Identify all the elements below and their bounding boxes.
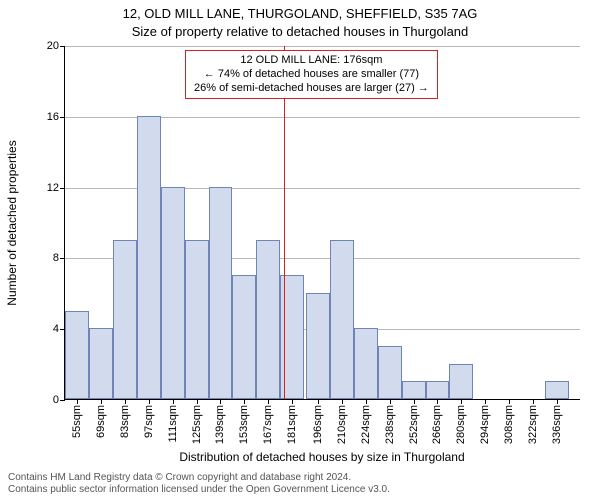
histogram-bar: [89, 328, 113, 399]
y-tick: [60, 188, 65, 189]
histogram-bar: [330, 240, 354, 399]
y-tick-label: 20: [47, 40, 59, 52]
x-tick-label: 153sqm: [238, 405, 250, 444]
y-tick-label: 4: [53, 323, 59, 335]
histogram-bar: [209, 187, 233, 399]
histogram-bar: [354, 328, 378, 399]
x-tick: [292, 399, 293, 404]
x-tick: [101, 399, 102, 404]
x-tick-label: 111sqm: [167, 405, 179, 443]
histogram-bar: [137, 116, 161, 399]
x-tick-label: 280sqm: [455, 405, 467, 444]
annotation-line: ← 74% of detached houses are smaller (77…: [194, 68, 429, 82]
x-tick: [77, 399, 78, 404]
x-tick-label: 294sqm: [479, 405, 491, 444]
y-tick: [60, 117, 65, 118]
x-tick-label: 83sqm: [119, 405, 131, 438]
y-axis-label: Number of detached properties: [5, 140, 19, 305]
annotation-line: 12 OLD MILL LANE: 176sqm: [194, 54, 429, 68]
y-tick-label: 16: [47, 111, 59, 123]
x-tick: [197, 399, 198, 404]
x-tick: [557, 399, 558, 404]
histogram-bar: [161, 187, 185, 399]
y-tick: [60, 258, 65, 259]
histogram-bar: [232, 275, 256, 399]
x-tick-label: 69sqm: [95, 405, 107, 438]
y-tick: [60, 400, 65, 401]
histogram-bar: [256, 240, 280, 399]
histogram-bar: [545, 381, 569, 399]
x-tick-label: 336sqm: [551, 405, 563, 444]
y-tick: [60, 46, 65, 47]
x-tick: [173, 399, 174, 404]
histogram-bar: [185, 240, 209, 399]
footer-line-1: Contains HM Land Registry data © Crown c…: [8, 472, 592, 484]
x-axis-label: Distribution of detached houses by size …: [64, 450, 580, 464]
x-tick: [244, 399, 245, 404]
chart-subtitle: Size of property relative to detached ho…: [0, 24, 600, 39]
x-tick-label: 97sqm: [143, 405, 155, 438]
x-tick: [149, 399, 150, 404]
footer-line-2: Contains public sector information licen…: [8, 484, 592, 496]
x-tick-label: 181sqm: [286, 405, 298, 444]
x-tick-label: 210sqm: [336, 405, 348, 444]
x-tick-label: 55sqm: [71, 405, 83, 438]
x-tick-label: 266sqm: [431, 405, 443, 444]
y-tick-label: 12: [47, 182, 59, 194]
x-tick-label: 224sqm: [360, 405, 372, 444]
x-tick: [318, 399, 319, 404]
x-tick: [366, 399, 367, 404]
histogram-bar: [65, 311, 89, 400]
x-tick-label: 238sqm: [384, 405, 396, 444]
x-tick: [342, 399, 343, 404]
x-tick: [533, 399, 534, 404]
histogram-bar: [113, 240, 137, 399]
chart-figure: 12, OLD MILL LANE, THURGOLAND, SHEFFIELD…: [0, 0, 600, 500]
x-tick: [485, 399, 486, 404]
x-tick: [437, 399, 438, 404]
x-tick-label: 125sqm: [191, 405, 203, 444]
y-tick-label: 0: [53, 394, 59, 406]
histogram-bar: [306, 293, 330, 399]
y-tick-label: 8: [53, 252, 59, 264]
x-tick-label: 308sqm: [503, 405, 515, 444]
x-tick-label: 139sqm: [214, 405, 226, 444]
gridline: [65, 46, 580, 47]
x-tick: [509, 399, 510, 404]
histogram-bar: [449, 364, 473, 399]
x-tick: [390, 399, 391, 404]
x-tick: [461, 399, 462, 404]
histogram-bar: [402, 381, 426, 399]
x-tick-label: 322sqm: [527, 405, 539, 444]
x-tick: [220, 399, 221, 404]
address-title: 12, OLD MILL LANE, THURGOLAND, SHEFFIELD…: [0, 6, 600, 21]
histogram-bar: [426, 381, 450, 399]
x-tick: [268, 399, 269, 404]
footer-attribution: Contains HM Land Registry data © Crown c…: [8, 472, 592, 496]
x-tick-label: 196sqm: [312, 405, 324, 444]
plot-area: 04812162055sqm69sqm83sqm97sqm111sqm125sq…: [64, 46, 580, 400]
x-tick: [414, 399, 415, 404]
x-tick: [125, 399, 126, 404]
annotation-box: 12 OLD MILL LANE: 176sqm← 74% of detache…: [185, 50, 438, 99]
annotation-line: 26% of semi-detached houses are larger (…: [194, 82, 429, 96]
histogram-bar: [378, 346, 402, 399]
x-tick-label: 167sqm: [262, 405, 274, 444]
x-tick-label: 252sqm: [408, 405, 420, 444]
